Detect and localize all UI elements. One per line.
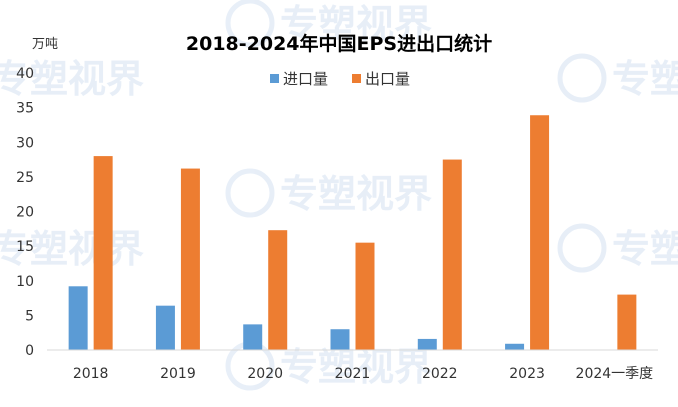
y-tick-label: 5 [25,308,34,324]
svg-text:专塑视界: 专塑视界 [280,2,432,46]
bars [68,115,637,351]
x-tick-label: 2022 [422,366,458,382]
x-tick-label: 2024一季度 [576,366,654,382]
bar-export [355,242,375,350]
y-axis-unit-label: 万吨 [32,37,58,52]
bar-import [243,324,263,350]
x-tick-label: 2019 [160,366,196,382]
bar-import [68,286,88,350]
y-tick-label: 25 [16,170,34,186]
y-tick-label: 35 [16,101,34,117]
watermark: 专塑视界 [0,227,144,271]
watermark: 专塑视界 [225,341,432,391]
bar-import [417,338,437,350]
watermark: 专塑视界 [557,53,678,103]
legend-swatch [270,74,279,83]
legend-label: 出口量 [365,70,410,88]
legend-label: 进口量 [283,70,328,88]
bar-export [442,159,462,350]
y-tick-label: 40 [16,66,34,82]
legend: 进口量 出口量 [270,70,410,88]
bar-export [617,294,637,350]
svg-text:专塑视界: 专塑视界 [612,227,678,271]
bar-export [530,115,550,351]
x-tick-label: 2023 [509,366,545,382]
bar-export [93,156,113,350]
bar-import [505,343,525,350]
svg-text:专塑视界: 专塑视界 [612,57,678,101]
svg-text:专塑视界: 专塑视界 [280,345,432,389]
y-tick-label: 10 [16,274,34,290]
bar-export [180,168,200,350]
bar-import [330,329,350,350]
bar-export [268,230,288,350]
svg-text:专塑视界: 专塑视界 [0,227,144,271]
watermark: 专塑视界 [225,168,432,218]
svg-text:专塑视界: 专塑视界 [280,172,432,216]
svg-text:专塑视界: 专塑视界 [0,57,144,101]
y-tick-label: 15 [16,239,34,255]
watermark: 专塑视界 [557,223,678,273]
watermark: 专塑视界 [0,57,144,101]
x-tick-label: 2021 [335,366,371,382]
watermark-layer: 专塑视界专塑视界专塑视界专塑视界专塑视界专塑视界专塑视界 [0,0,678,391]
y-tick-label: 30 [16,135,34,151]
legend-swatch [352,74,361,83]
chart-title: 2018-2024年中国EPS进出口统计 [186,32,492,55]
watermark: 专塑视界 [225,0,432,48]
x-tick-label: 2020 [247,366,283,382]
bar-import [155,305,175,350]
x-tick-label: 2018 [73,366,109,382]
y-tick-label: 0 [25,343,34,359]
y-axis: 0 5 10 15 20 25 30 35 40 [16,66,34,359]
x-axis: 2018 2019 2020 2021 2022 2023 2024一季度 [73,366,653,382]
y-tick-label: 20 [16,205,34,221]
